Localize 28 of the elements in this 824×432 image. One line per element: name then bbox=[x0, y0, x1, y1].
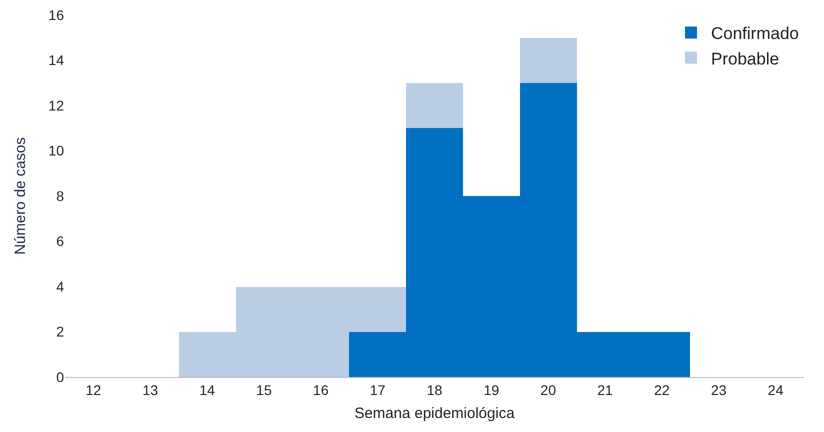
bar bbox=[520, 38, 577, 83]
y-tick-label: 10 bbox=[48, 142, 64, 159]
x-tick-label: 23 bbox=[710, 382, 727, 398]
x-tick-label: 22 bbox=[654, 382, 670, 398]
y-tick-label: 0 bbox=[56, 368, 64, 385]
x-tick-label: 16 bbox=[313, 382, 329, 398]
y-tick-label: 4 bbox=[56, 278, 64, 294]
x-tick-label: 20 bbox=[540, 382, 556, 398]
x-tick-label: 13 bbox=[142, 382, 158, 398]
x-tick-label: 14 bbox=[199, 382, 216, 398]
x-axis-title: Semana epidemiológica bbox=[354, 404, 516, 422]
y-tick-label: 16 bbox=[48, 6, 64, 23]
legend-label: Probable bbox=[711, 49, 780, 68]
x-tick-label: 19 bbox=[484, 382, 500, 398]
y-tick-label: 14 bbox=[48, 52, 64, 68]
x-tick-label: 15 bbox=[256, 382, 272, 398]
y-tick-label: 12 bbox=[48, 97, 64, 114]
y-axis-title: Número de casos bbox=[12, 137, 29, 255]
y-tick-label: 8 bbox=[56, 188, 64, 204]
x-tick-label: 17 bbox=[370, 382, 386, 398]
x-tick-label: 24 bbox=[768, 382, 784, 398]
y-tick-label: 6 bbox=[56, 233, 64, 250]
y-tick-label: 2 bbox=[56, 324, 64, 340]
x-tick-label: 18 bbox=[426, 382, 442, 398]
x-tick-label: 12 bbox=[86, 382, 102, 398]
x-tick-label: 21 bbox=[597, 382, 614, 398]
bar bbox=[406, 83, 463, 128]
legend-label: Confirmado bbox=[711, 24, 799, 44]
